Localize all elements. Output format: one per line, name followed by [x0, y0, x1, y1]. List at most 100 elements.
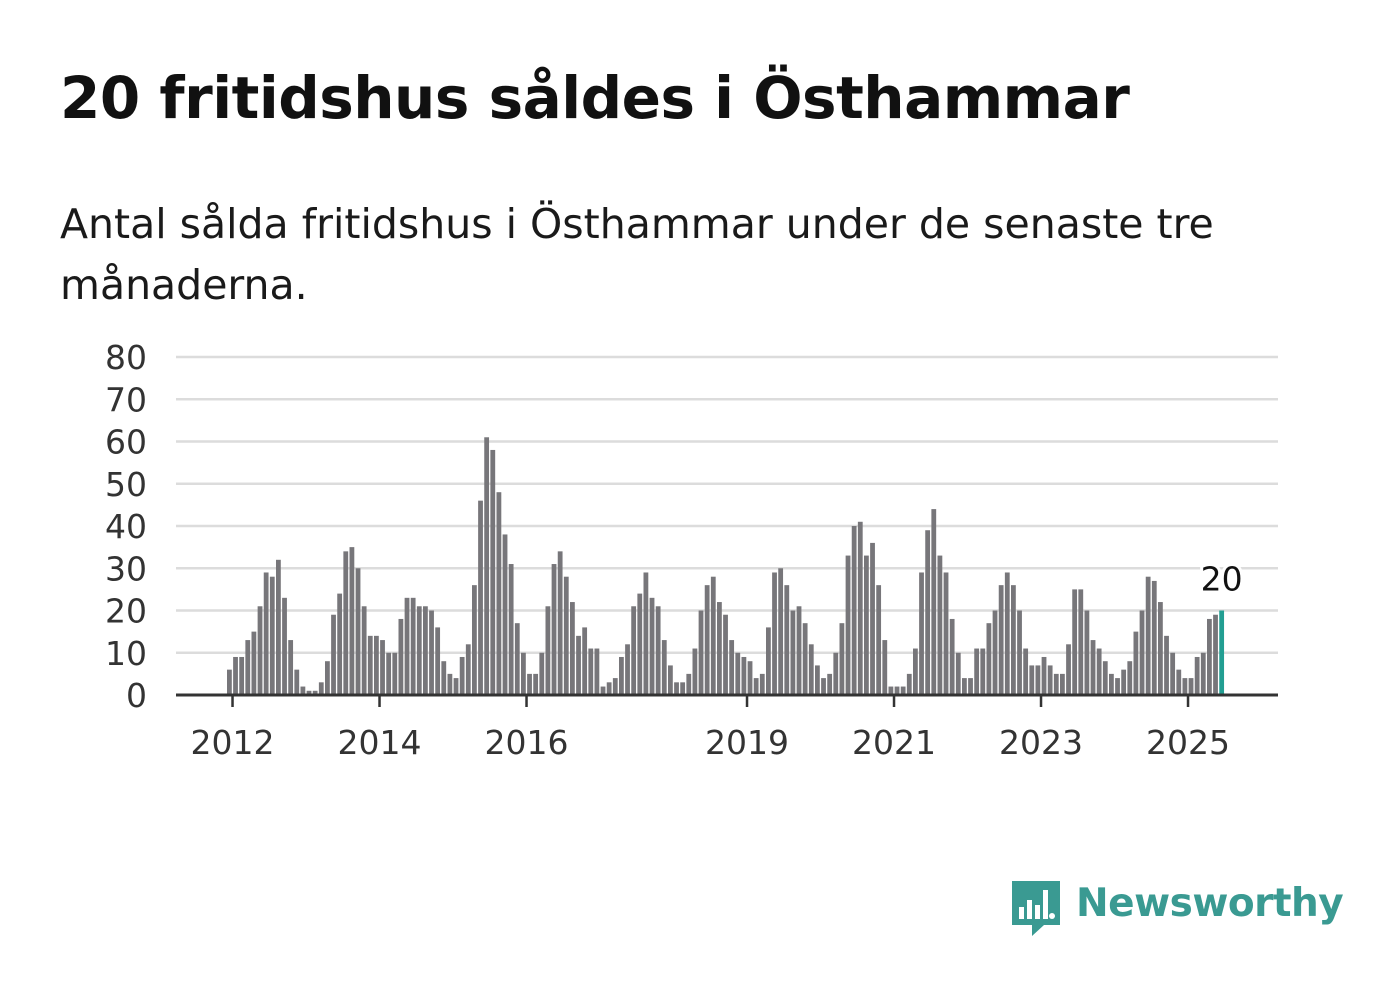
bar: [539, 652, 545, 695]
bar: [637, 593, 643, 695]
bar: [845, 555, 851, 695]
bar: [294, 669, 300, 695]
bar: [759, 673, 765, 695]
bar: [949, 618, 955, 695]
bar: [447, 673, 453, 695]
bar: [1078, 589, 1084, 695]
bar: [649, 597, 655, 695]
bar: [490, 449, 496, 695]
bar: [1060, 673, 1065, 695]
bar: [233, 656, 238, 695]
bar: [906, 673, 912, 695]
bar: [288, 640, 294, 695]
bar: [808, 644, 814, 695]
y-tick-label: 30: [105, 549, 147, 588]
bar: [557, 551, 563, 695]
bar: [257, 606, 263, 695]
bar: [998, 585, 1004, 695]
bar: [361, 606, 367, 695]
x-tick-label: 2021: [852, 723, 936, 762]
bar: [802, 623, 808, 695]
bar: [545, 606, 551, 695]
bar: [1011, 585, 1016, 695]
bar: [729, 640, 735, 695]
bar: [710, 576, 716, 695]
bar: [429, 610, 434, 695]
bar: [551, 564, 557, 695]
x-axis: 2012 2014 2016 2019 2021 2023 2025: [176, 693, 1278, 762]
bar: [386, 652, 392, 695]
bar: [496, 492, 502, 695]
bar: [612, 678, 618, 695]
bar: [1213, 614, 1218, 695]
bar: [747, 661, 753, 695]
last-value-label: 20: [1201, 560, 1243, 599]
bar: [821, 678, 826, 695]
bar: [723, 614, 728, 695]
bar: [502, 534, 508, 695]
bar: [900, 686, 906, 695]
bar: [655, 606, 661, 695]
bar: [992, 610, 998, 695]
bar: [1023, 648, 1029, 695]
bar: [1145, 576, 1151, 695]
annotations: 20: [1198, 557, 1246, 602]
bar: [576, 635, 581, 695]
bar: [527, 673, 532, 695]
bar: [245, 640, 251, 695]
bar: [968, 678, 973, 695]
bar: [600, 686, 606, 695]
bar: [606, 682, 612, 695]
bar: [355, 568, 361, 695]
bar: [521, 652, 526, 695]
chart-title: 20 fritidshus såldes i Östhammar: [60, 64, 1130, 132]
bar: [1133, 631, 1139, 695]
bar: [465, 644, 471, 695]
bar: [772, 572, 777, 695]
bar: [508, 564, 514, 695]
bar: [631, 606, 637, 695]
bar: [870, 542, 875, 695]
bar: [398, 618, 404, 695]
bar: [416, 606, 422, 695]
bar: [582, 627, 588, 695]
bar: [533, 673, 539, 695]
bar: [735, 652, 741, 695]
bar: [227, 669, 232, 695]
bar: [514, 623, 520, 695]
bar: [282, 597, 287, 695]
x-tick-label: 2014: [338, 723, 422, 762]
x-tick-label: 2019: [705, 723, 789, 762]
bar: [594, 648, 600, 695]
bar: [459, 656, 465, 695]
bar: [625, 644, 630, 695]
bar: [876, 585, 882, 695]
bar: [986, 623, 992, 695]
bar: [1188, 678, 1194, 695]
bar: [472, 585, 477, 695]
bar: [1164, 635, 1169, 695]
x-tick-label: 2012: [191, 723, 275, 762]
bar: [833, 652, 839, 695]
bar: [239, 656, 245, 695]
bar: [827, 673, 833, 695]
bar: [1102, 661, 1108, 695]
bar: [306, 690, 312, 695]
bar: [1194, 656, 1200, 695]
brand-name: Newsworthy: [1076, 881, 1344, 926]
bar: [1139, 610, 1145, 695]
bar: [441, 661, 447, 695]
bar: [337, 593, 343, 695]
y-tick-label: 60: [105, 423, 147, 462]
y-tick-label: 70: [105, 380, 147, 419]
bar: [668, 665, 673, 695]
bar: [704, 585, 710, 695]
bar: [1151, 580, 1157, 695]
bar: [661, 640, 667, 695]
bar: [692, 648, 698, 695]
bar: [251, 631, 257, 695]
bar: [478, 500, 483, 695]
bar: [276, 559, 281, 695]
bar: [1047, 665, 1053, 695]
